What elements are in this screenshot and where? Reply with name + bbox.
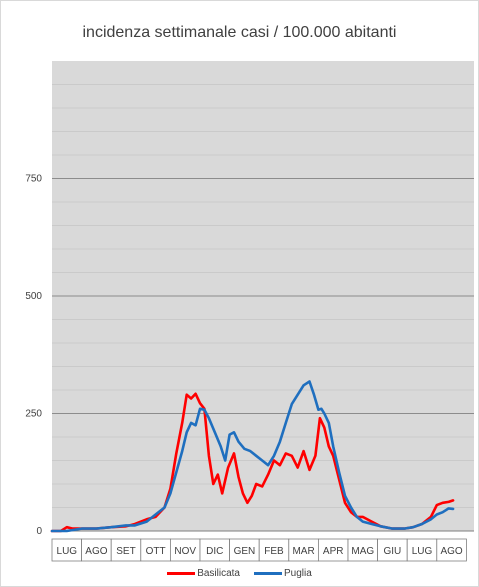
x-tick-label: AGO — [85, 546, 107, 557]
x-tick-label: NOV — [174, 546, 196, 557]
x-tick-label: MAR — [292, 546, 314, 557]
x-tick-label: AGO — [440, 546, 462, 557]
x-tick-label: SET — [116, 546, 135, 557]
legend-label-puglia: Puglia — [284, 568, 312, 579]
x-tick-label: DIC — [206, 546, 223, 557]
y-axis-ticks: 0 250 500 750 — [25, 174, 42, 538]
series-line-puglia — [50, 380, 455, 533]
x-axis: LUG AGO SET OTT NOV DIC GEN FEB MAR APR MAG GIU LUG A… — [51, 530, 474, 562]
x-tick-label: GIU — [384, 546, 402, 557]
legend-swatch-basilicata — [167, 572, 196, 575]
legend-item-basilicata: Basilicata — [167, 568, 240, 579]
legend-label-basilicata: Basilicata — [197, 568, 240, 579]
legend: Basilicata Puglia — [0, 568, 479, 579]
x-tick-label: FEB — [264, 546, 284, 557]
y-tick-label: 0 — [36, 526, 42, 537]
chart-title: incidenza settimanale casi / 100.000 abi… — [82, 24, 397, 41]
series-line-basilicata — [50, 392, 455, 533]
x-tick-label: LUG — [57, 546, 78, 557]
y-tick-label: 250 — [25, 409, 42, 420]
legend-swatch-puglia — [254, 572, 282, 575]
legend-item-puglia: Puglia — [254, 568, 312, 579]
x-tick-label: MAG — [351, 546, 374, 557]
x-tick-label: GEN — [234, 546, 256, 557]
y-tick-label: 500 — [25, 291, 42, 302]
x-tick-label: LUG — [412, 546, 433, 557]
x-tick-label: OTT — [146, 546, 166, 557]
grid-lines — [52, 84, 474, 508]
y-tick-label: 750 — [25, 174, 42, 185]
x-category-box — [436, 538, 467, 562]
series-lines — [50, 380, 455, 533]
x-tick-label: APR — [323, 546, 344, 557]
